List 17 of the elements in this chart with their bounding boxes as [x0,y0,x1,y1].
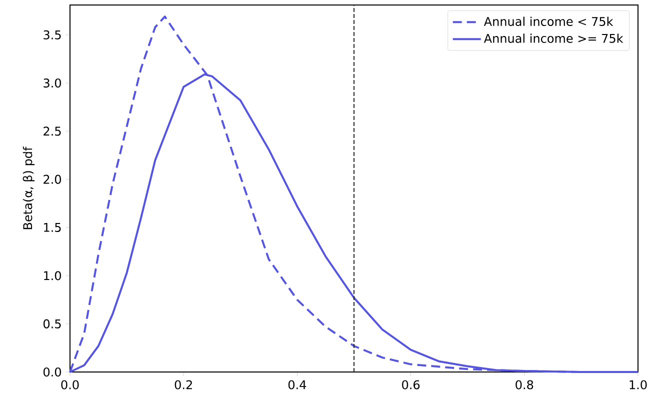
y-tick-label: 3.0 [44,78,62,88]
y-tick-label: 3.5 [44,30,61,40]
y-tick-label: 2.0 [44,174,62,184]
y-axis-title: Beta(α, β) pdf [22,146,35,230]
x-tick-label: 0.2 [174,380,192,390]
x-tick-label: 1.0 [630,380,647,390]
y-tick-label: 2.5 [44,126,61,136]
y-tick-label: 1.5 [44,223,61,232]
legend-label: Annual income >= 75k [484,34,624,43]
x-tick-label: 0.4 [288,380,306,390]
y-tick-label: 0.5 [44,319,61,328]
y-tick-label: 1.0 [44,271,62,280]
y-tick-label: 0.0 [44,367,62,377]
legend-label: Annual income < 75k [484,16,614,26]
x-tick-label: 0.8 [516,380,534,390]
x-tick-label: 0.6 [402,380,420,390]
x-tick-label: 0.0 [61,380,79,390]
